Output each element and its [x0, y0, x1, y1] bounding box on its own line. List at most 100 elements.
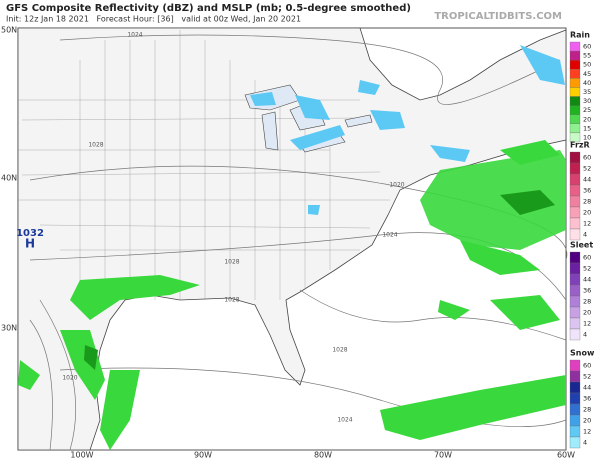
title: GFS Composite Reflectivity (dBZ) and MSL… — [6, 3, 411, 14]
legend-swatch — [569, 50, 581, 61]
legend-title: Rain — [570, 31, 590, 40]
legend-label: 12 — [583, 320, 591, 328]
legend-swatch — [569, 132, 581, 143]
legend-label: 52 — [583, 265, 591, 273]
legend-label: 44 — [583, 384, 591, 392]
legend-label: 52 — [583, 373, 591, 381]
legend-label: 20 — [583, 209, 591, 217]
legend-swatch — [569, 173, 581, 186]
legend-swatch — [569, 251, 581, 264]
legend-label: 35 — [583, 88, 591, 96]
legend-swatch — [569, 78, 581, 88]
legend-label: 52 — [583, 165, 591, 173]
isobar-label: 1020 — [389, 182, 404, 189]
legend-swatch — [569, 262, 581, 275]
legend-label: 45 — [583, 70, 591, 78]
legend-swatch — [569, 381, 581, 394]
isobar-label: 1024 — [127, 32, 142, 39]
legend-swatch — [569, 328, 581, 341]
legend-label: 36 — [583, 395, 591, 403]
lon-label: 60W — [557, 451, 575, 460]
boundaries — [18, 30, 390, 310]
isobar-label: 1028 — [88, 142, 103, 149]
isobar-label: 1024 — [382, 232, 397, 239]
legend-label: 10 — [583, 133, 591, 141]
rain-areas — [18, 140, 566, 450]
legend-label: 20 — [583, 115, 591, 123]
legend-swatch — [569, 151, 581, 164]
heavy-rain — [84, 190, 555, 370]
legend-swatch — [569, 114, 581, 124]
legend-swatch — [569, 184, 581, 197]
lat-label: 40N — [1, 174, 17, 183]
legend-label: 4 — [583, 331, 587, 339]
legend-title: Sleet — [570, 241, 593, 250]
legend-swatch — [569, 105, 581, 115]
legend-label: 50 — [583, 61, 591, 69]
isobar-label: 1024 — [337, 417, 352, 424]
legend-label: 28 — [583, 298, 591, 306]
legend-swatch — [569, 96, 581, 106]
legend-label: 12 — [583, 220, 591, 228]
legend-label: 15 — [583, 124, 591, 132]
legend-swatch — [569, 359, 581, 372]
legend-label: 60 — [583, 362, 591, 370]
legend-label: 30 — [583, 97, 591, 105]
legend-swatch — [569, 392, 581, 405]
legend-label: 25 — [583, 106, 591, 114]
legend-swatch — [569, 306, 581, 319]
lon-label: 80W — [314, 451, 332, 460]
legend-swatch — [569, 414, 581, 427]
legend-swatch — [569, 317, 581, 330]
legend-label: 20 — [583, 309, 591, 317]
legend-label: 44 — [583, 276, 591, 284]
isobar-label: 1028 — [224, 259, 239, 266]
isobar-label: 1020 — [62, 375, 77, 382]
lon-label: 70W — [434, 451, 452, 460]
legend-label: 4 — [583, 231, 587, 239]
legend-label: 36 — [583, 187, 591, 195]
legend-swatch — [569, 436, 581, 449]
lat-label: 30N — [1, 324, 17, 333]
subtitle: Init: 12z Jan 18 2021 Forecast Hour: [36… — [6, 15, 301, 24]
legend-swatch — [569, 87, 581, 97]
legend-label: 40 — [583, 79, 591, 87]
legend-swatch — [569, 123, 581, 134]
legend-label: 4 — [583, 439, 587, 447]
legend-swatch — [569, 425, 581, 438]
site-credit: TROPICALTIDBITS.COM — [434, 11, 562, 22]
legend-swatch — [569, 69, 581, 79]
legend-swatch — [569, 217, 581, 230]
legend-swatch — [569, 162, 581, 175]
legend-title: Snow — [570, 349, 595, 358]
high-pressure-value: 1032 — [16, 228, 44, 239]
high-pressure-letter: H — [25, 237, 35, 251]
legend-label: 60 — [583, 43, 591, 51]
legend-label: 12 — [583, 428, 591, 436]
isobar-label: 1028 — [332, 347, 347, 354]
legend-label: 55 — [583, 52, 591, 60]
legend-swatch — [569, 403, 581, 416]
legend-label: 60 — [583, 154, 591, 162]
lon-label: 90W — [194, 451, 212, 460]
legend-swatch — [569, 370, 581, 383]
isobar-label: 1028 — [224, 297, 239, 304]
legend-title: FrzR — [570, 141, 590, 150]
legend-label: 28 — [583, 198, 591, 206]
legend-label: 36 — [583, 287, 591, 295]
lat-label: 50N — [1, 26, 17, 35]
legend-swatch — [569, 206, 581, 219]
legend-swatch — [569, 273, 581, 286]
legend-swatch — [569, 228, 581, 241]
snow-areas — [250, 45, 565, 215]
legend-swatch — [569, 41, 581, 52]
legend-label: 44 — [583, 176, 591, 184]
legend-label: 28 — [583, 406, 591, 414]
legend-swatch — [569, 284, 581, 297]
legend-swatch — [569, 60, 581, 70]
legend-swatch — [569, 295, 581, 308]
legend-label: 60 — [583, 254, 591, 262]
legend-swatch — [569, 195, 581, 208]
